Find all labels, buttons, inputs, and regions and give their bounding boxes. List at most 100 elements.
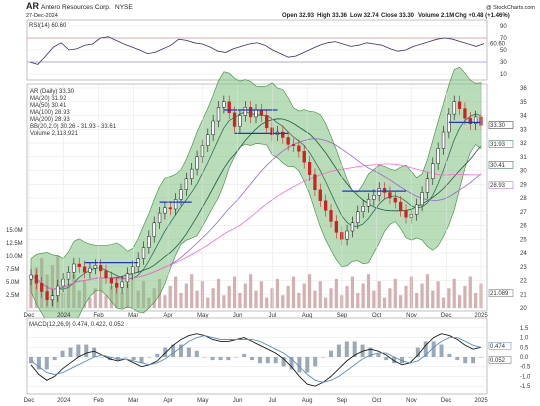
volume-bar [307, 274, 312, 308]
candle-body [393, 197, 397, 203]
close-value: Close 33.30 [381, 13, 415, 19]
price-tick-label: 27 [520, 210, 527, 216]
macd-histogram-bar [179, 344, 183, 357]
macd-histogram-bar [36, 357, 41, 370]
candle-body [98, 265, 103, 272]
candle-body [173, 199, 178, 210]
macd-histogram-bar [479, 357, 483, 358]
volume-bar [463, 285, 467, 308]
volume-bar [420, 283, 424, 308]
x-tick-label: Apr [163, 313, 172, 319]
candle-body [211, 120, 215, 135]
macd-histogram-bar [100, 357, 105, 358]
macd-right-label: 0.474 [490, 344, 506, 350]
candle-body [179, 189, 183, 200]
candle-body [104, 270, 108, 278]
x-tick-label-bottom: Nov [406, 398, 417, 404]
candle-body [415, 204, 419, 215]
macd-histogram-bar [463, 357, 468, 364]
chart-date: 27-Dec-2024 [26, 13, 58, 19]
candle-body [109, 277, 114, 284]
rsi-tick-label: 90 [500, 24, 507, 30]
legend-ar: AR (Daily) 33.30 [30, 89, 75, 95]
candle-body [302, 151, 306, 163]
candle-body [345, 230, 349, 240]
candle-body [254, 109, 258, 118]
macd-histogram-bar [218, 357, 223, 361]
macd-histogram-bar [447, 353, 452, 357]
x-tick-label-bottom: Oct [372, 398, 382, 404]
macd-tick-label: -1.5 [520, 384, 531, 390]
macd-histogram-bar [52, 357, 57, 361]
company-name: Antero Resources Corp. [41, 4, 111, 11]
macd-histogram-bar [242, 353, 247, 357]
watermark: @ StockCharts.com [486, 5, 535, 11]
macd-histogram-bar [210, 357, 215, 361]
price-tick-label: 23 [520, 265, 527, 271]
macd-histogram-bar [289, 357, 294, 370]
price-legend: AR (Daily) 33.30 MA(20) 31.92 MA(50) 30.… [30, 89, 117, 137]
rsi-legend: RSI(14) 60.60 [29, 23, 67, 29]
volume-bar [297, 292, 301, 308]
volume-bar [436, 281, 440, 308]
volume-bar [393, 278, 397, 308]
price-layer: 36 35 34 33 32 31 30 29 28 27 26 25 24 23 22 21 20 15.0M 1… [6, 66, 527, 325]
change-value: Chg +0.48 (+1.46%) [455, 13, 510, 19]
rsi-tick-label: 50 [500, 48, 507, 54]
macd-histogram-bar [281, 357, 286, 367]
volume-bar [179, 292, 183, 308]
price-tick-label: 31 [520, 155, 527, 161]
macd-right-label: 0.052 [490, 358, 506, 364]
macd-histogram-bar [431, 341, 436, 357]
macd-line [30, 333, 482, 387]
candle-body [286, 137, 290, 145]
price-right-label-box [488, 121, 514, 129]
legend-ma50: MA(50) 30.41 [30, 103, 67, 109]
volume-bar [286, 285, 290, 308]
legend-ma100: MA(100) 28.93 [30, 110, 70, 116]
candle-body [115, 283, 119, 288]
x-tick-label-bottom: Jun [233, 398, 243, 404]
volume-bar [200, 281, 205, 308]
macd-histogram-bar [273, 357, 278, 364]
candle-body [125, 273, 130, 283]
macd-histogram-bar [407, 357, 412, 358]
candle-body [323, 200, 328, 211]
macd-histogram-bar [147, 357, 152, 358]
price-right-label: 28.93 [490, 183, 506, 189]
macd-histogram-bar [297, 357, 302, 373]
low-value: Low 32.74 [350, 13, 379, 19]
volume-value: Volume 2.1M [418, 13, 454, 19]
high-value: High 33.36 [317, 13, 348, 19]
volume-bar [216, 278, 221, 308]
candle-body [93, 265, 97, 269]
candle-body [216, 107, 221, 122]
candle-body [163, 207, 167, 214]
candle-body [34, 274, 39, 284]
macd-histogram-bar [76, 344, 81, 357]
macd-histogram-bar [29, 357, 33, 364]
macd-histogram-bar [123, 357, 128, 358]
macd-histogram-bar [186, 347, 191, 357]
candle-body [61, 278, 65, 287]
candle-body [281, 131, 285, 138]
macd-histogram-bar [226, 357, 231, 361]
price-tick-label: 33 [520, 127, 527, 133]
price-tick-label: 34 [520, 114, 527, 120]
x-axis: Dec Dec 2024 2024 Feb Feb Mar Mar Apr Apr May May Ju… [24, 84, 488, 404]
volume-tick-label: 5.0M [6, 280, 19, 286]
candle-body [50, 295, 55, 300]
candle-body [184, 178, 189, 190]
candle-body [232, 112, 237, 127]
candle-body [141, 247, 146, 259]
x-tick-label-bottom: Dec [24, 398, 35, 404]
volume-bar [249, 274, 253, 308]
macd-histogram-bar [131, 357, 136, 361]
volume-bar [441, 297, 446, 308]
candle-body [463, 108, 467, 119]
candle-body [157, 212, 162, 223]
open-value: Open 32.93 [282, 13, 315, 19]
volume-bar [474, 292, 478, 308]
exchange-label: NYSE [115, 4, 133, 11]
